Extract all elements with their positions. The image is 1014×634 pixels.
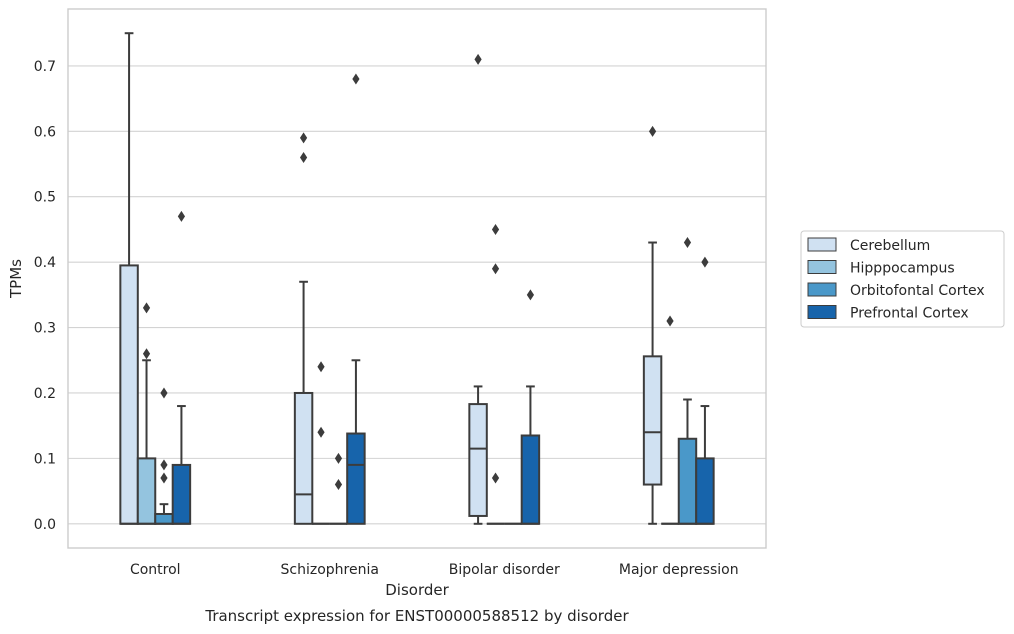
box-0-1 bbox=[293, 132, 314, 525]
outlier-point bbox=[701, 256, 709, 268]
y-tick-label: 0.5 bbox=[34, 190, 56, 206]
outlier-point bbox=[334, 479, 343, 491]
box-3-0 bbox=[171, 210, 192, 525]
legend-label: Cerebellum bbox=[850, 238, 930, 254]
box-body bbox=[293, 391, 314, 525]
outlier-point bbox=[299, 132, 308, 144]
legend-swatch bbox=[807, 237, 837, 252]
box-body bbox=[468, 403, 488, 517]
box-1-0 bbox=[136, 302, 157, 525]
outlier-point bbox=[491, 472, 500, 484]
box-body bbox=[677, 437, 698, 525]
y-tick-labels: 0.0 0.1 0.2 0.3 0.4 0.5 0.6 0.7 bbox=[34, 59, 56, 533]
legend: Cerebellum Hipppocampus Orbitofontal Corte… bbox=[800, 230, 1005, 328]
y-tick-label: 0.4 bbox=[34, 255, 56, 271]
box-2-1 bbox=[329, 452, 348, 525]
outlier-point bbox=[160, 472, 168, 484]
box-body bbox=[520, 434, 541, 525]
y-tick-label: 0.0 bbox=[34, 517, 56, 533]
box-1-3 bbox=[661, 315, 679, 525]
y-axis-label: TPMs bbox=[7, 259, 25, 299]
y-tick-label: 0.3 bbox=[34, 321, 56, 337]
box-0-2 bbox=[468, 53, 488, 525]
box-3-1 bbox=[346, 73, 366, 525]
y-tick-label: 0.1 bbox=[34, 451, 56, 467]
outlier-point bbox=[491, 223, 500, 235]
box-3-3 bbox=[695, 256, 715, 525]
outlier-point bbox=[177, 210, 186, 222]
box-body bbox=[119, 264, 139, 525]
x-tick-label: Bipolar disorder bbox=[449, 562, 560, 578]
box-3-2 bbox=[520, 289, 541, 525]
outlier-point bbox=[142, 348, 151, 360]
box-1-2 bbox=[486, 223, 505, 525]
y-tick-label: 0.7 bbox=[34, 59, 56, 75]
box-body bbox=[695, 457, 715, 525]
outlier-point bbox=[526, 289, 535, 301]
box-1-1 bbox=[312, 361, 330, 525]
y-tick-label: 0.2 bbox=[34, 386, 56, 402]
box-0-0 bbox=[119, 32, 139, 525]
outlier-point bbox=[474, 53, 482, 65]
outlier-point bbox=[160, 387, 168, 399]
outlier-point bbox=[299, 151, 308, 163]
outlier-point bbox=[160, 459, 168, 471]
legend-swatch bbox=[807, 260, 837, 274]
outlier-point bbox=[142, 302, 151, 314]
x-axis-label: Disorder bbox=[385, 581, 449, 599]
outlier-point bbox=[666, 315, 674, 327]
box-2-0 bbox=[154, 387, 174, 525]
box-body bbox=[154, 512, 174, 525]
box-body bbox=[171, 463, 192, 525]
legend-label: Prefrontal Cortex bbox=[850, 306, 969, 322]
outlier-point bbox=[491, 263, 500, 275]
legend-label: Orbitofontal Cortex bbox=[850, 283, 985, 299]
box-body bbox=[346, 432, 366, 525]
outlier-point bbox=[352, 73, 360, 85]
legend-swatch bbox=[807, 282, 837, 297]
legend-label: Hipppocampus bbox=[850, 261, 955, 277]
plot-frame bbox=[67, 8, 767, 549]
box-body bbox=[136, 457, 157, 525]
y-tick-label: 0.6 bbox=[34, 124, 56, 140]
x-tick-label: Schizophrenia bbox=[281, 562, 379, 578]
outlier-point bbox=[648, 125, 657, 137]
chart-caption: Transcript expression for ENST0000058851… bbox=[204, 607, 629, 625]
x-tick-label: Major depression bbox=[619, 562, 739, 578]
x-tick-label: Control bbox=[130, 562, 181, 578]
box-body bbox=[642, 355, 663, 486]
outlier-point bbox=[317, 426, 325, 438]
legend-swatch bbox=[807, 305, 837, 319]
outlier-point bbox=[317, 361, 325, 373]
outlier-point bbox=[334, 452, 343, 464]
legend-box bbox=[800, 230, 1005, 328]
x-tick-labels: Control Schizophrenia Bipolar disorder Majo… bbox=[130, 562, 739, 578]
boxes bbox=[119, 32, 715, 525]
outlier-point bbox=[683, 237, 692, 249]
box-0-3 bbox=[642, 125, 663, 525]
